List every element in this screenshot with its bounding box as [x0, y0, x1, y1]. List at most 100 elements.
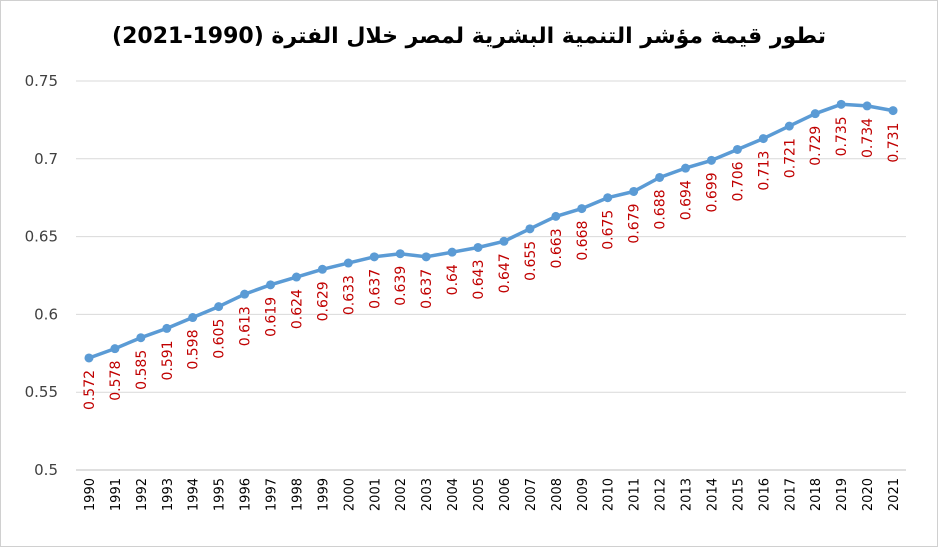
y-tick-label: 0.5 — [34, 461, 58, 479]
data-point — [836, 99, 846, 109]
data-point — [188, 313, 198, 323]
data-label: 0.572 — [82, 370, 98, 410]
data-point — [473, 242, 483, 252]
x-tick-label: 2011 — [628, 478, 643, 511]
data-point — [810, 109, 820, 119]
data-point — [421, 252, 431, 262]
data-label: 0.639 — [393, 266, 409, 306]
data-point — [317, 264, 327, 274]
data-point — [447, 247, 457, 257]
x-tick-label: 1990 — [83, 478, 98, 511]
data-label: 0.619 — [264, 297, 280, 337]
data-point — [525, 224, 535, 234]
data-label: 0.713 — [756, 151, 772, 191]
x-tick-label: 2000 — [342, 478, 357, 511]
y-tick-label: 0.7 — [34, 150, 58, 168]
data-label: 0.699 — [704, 172, 720, 212]
data-point — [732, 144, 742, 154]
data-label: 0.613 — [238, 306, 254, 346]
data-point — [395, 249, 405, 259]
data-point — [214, 302, 224, 312]
x-tick-label: 1992 — [135, 478, 150, 511]
data-point — [240, 289, 250, 299]
y-tick-label: 0.6 — [34, 305, 58, 323]
y-tick-label: 0.55 — [25, 383, 58, 401]
x-tick-label: 2013 — [680, 478, 695, 511]
data-label: 0.735 — [834, 116, 850, 156]
data-point — [655, 172, 665, 182]
x-tick-label: 2017 — [783, 478, 798, 511]
data-label: 0.734 — [860, 118, 876, 158]
data-label: 0.605 — [212, 319, 228, 359]
x-tick-label: 2002 — [394, 478, 409, 511]
data-point — [110, 344, 120, 354]
data-label: 0.591 — [160, 340, 176, 380]
data-point — [629, 186, 639, 196]
chart-title: تطور قيمة مؤشر التنمية البشرية لمصر خلال… — [112, 24, 826, 49]
data-point — [551, 211, 561, 221]
x-tick-label: 2010 — [602, 478, 617, 511]
data-label: 0.679 — [627, 203, 643, 243]
data-label: 0.64 — [445, 264, 461, 295]
x-tick-label: 1995 — [213, 478, 228, 511]
data-label: 0.688 — [653, 189, 669, 229]
data-point — [862, 101, 872, 111]
data-point — [499, 236, 509, 246]
x-tick-label: 2009 — [576, 478, 591, 511]
data-label: 0.585 — [134, 350, 150, 390]
data-point — [603, 193, 613, 203]
x-tick-label: 2021 — [887, 478, 902, 511]
data-point — [784, 121, 794, 131]
x-tick-label: 2012 — [654, 478, 669, 511]
x-tick-label: 2007 — [524, 478, 539, 511]
data-point — [291, 272, 301, 282]
data-point — [266, 280, 276, 290]
x-tick-label: 2001 — [368, 478, 383, 511]
series-line — [87, 102, 895, 360]
x-tick-label: 1998 — [290, 478, 305, 511]
data-label: 0.598 — [186, 330, 202, 370]
data-label: 0.578 — [108, 361, 124, 401]
data-label: 0.637 — [419, 269, 435, 309]
data-label: 0.731 — [886, 123, 902, 163]
data-point — [369, 252, 379, 262]
x-tick-label: 2015 — [731, 478, 746, 511]
x-tick-label: 2006 — [498, 478, 513, 511]
data-label: 0.675 — [601, 210, 617, 250]
data-point — [84, 353, 94, 363]
data-label: 0.663 — [549, 228, 565, 268]
data-label: 0.643 — [471, 259, 487, 299]
x-tick-label: 1999 — [316, 478, 331, 511]
x-tick-label: 2020 — [861, 478, 876, 511]
x-tick-label: 2018 — [809, 478, 824, 511]
x-tick-label: 1997 — [265, 478, 280, 511]
data-point — [343, 258, 353, 268]
data-point — [577, 204, 587, 214]
data-point — [706, 155, 716, 165]
data-point — [758, 134, 768, 144]
data-label: 0.706 — [730, 161, 746, 201]
x-tick-label: 1993 — [161, 478, 176, 511]
x-tick-label: 1996 — [239, 478, 254, 511]
y-tick-label: 0.75 — [25, 72, 58, 90]
data-label: 0.694 — [679, 180, 695, 220]
x-tick-label: 2019 — [835, 478, 850, 511]
x-tick-label: 2008 — [550, 478, 565, 511]
data-label: 0.729 — [808, 126, 824, 166]
x-tick-label: 2005 — [472, 478, 487, 511]
data-label: 0.668 — [575, 221, 591, 261]
data-point — [162, 323, 172, 333]
data-label: 0.629 — [315, 281, 331, 321]
data-label: 0.655 — [523, 241, 539, 281]
x-tick-label: 2003 — [420, 478, 435, 511]
data-point — [888, 106, 898, 116]
data-label: 0.721 — [782, 138, 798, 178]
y-tick-label: 0.65 — [25, 228, 58, 246]
data-label: 0.624 — [289, 289, 305, 329]
data-point — [681, 163, 691, 173]
data-point — [136, 333, 146, 343]
x-tick-label: 2014 — [705, 478, 720, 511]
x-tick-label: 1991 — [109, 478, 124, 511]
